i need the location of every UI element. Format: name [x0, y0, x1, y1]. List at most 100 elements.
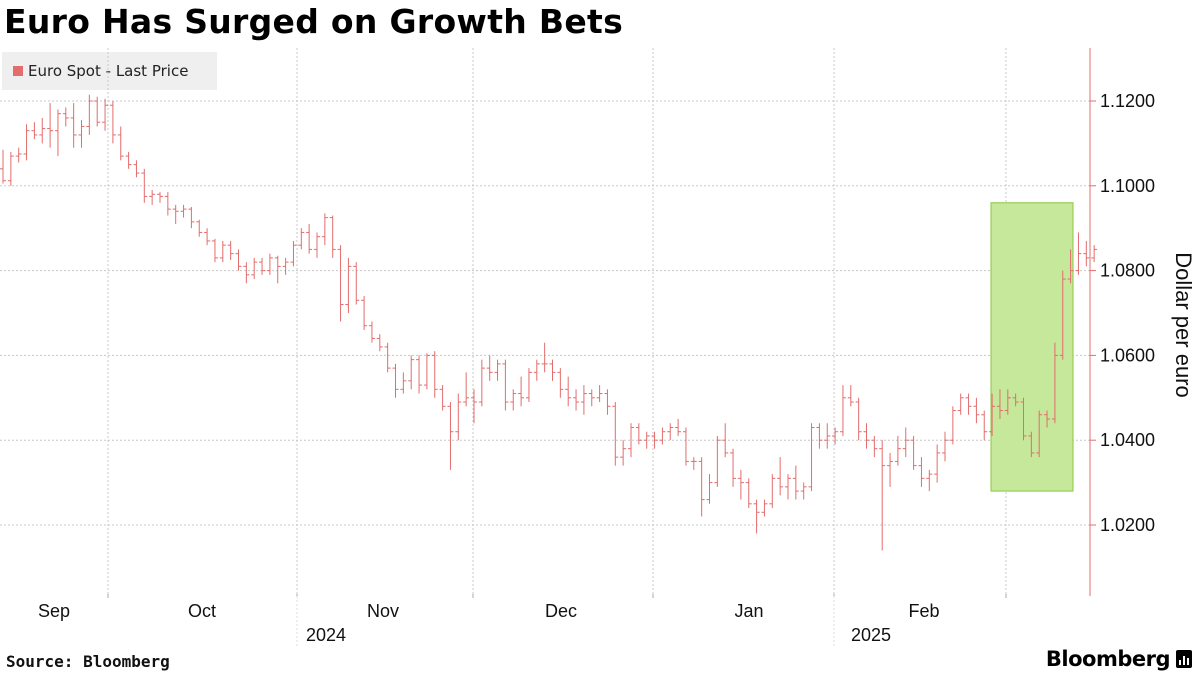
ohlc-bar	[180, 204, 187, 218]
ohlc-bar	[839, 385, 846, 436]
ohlc-bar	[219, 240, 226, 263]
ohlc-bar	[682, 427, 689, 466]
ohlc-bar	[188, 207, 195, 229]
ohlc-bar	[78, 120, 85, 148]
source-note: Source: Bloomberg	[6, 652, 170, 671]
ohlc-bar	[1083, 240, 1090, 267]
ohlc-bar	[1067, 249, 1074, 284]
ohlc-bar	[1020, 397, 1027, 441]
legend-swatch	[13, 66, 23, 76]
ohlc-bar	[408, 355, 415, 390]
y-tick-label: 1.0200	[1100, 515, 1155, 535]
ohlc-bar	[730, 448, 737, 487]
ohlc-bar	[934, 444, 941, 483]
ohlc-bar	[745, 478, 752, 509]
ohlc-bar	[1036, 410, 1043, 458]
ohlc-bar	[15, 147, 22, 163]
ohlc-bar	[125, 151, 132, 169]
ohlc-bar	[423, 353, 430, 390]
highlight-box	[990, 202, 1074, 492]
ohlc-bar	[47, 103, 54, 148]
ohlc-bar	[996, 389, 1003, 419]
ohlc-bar	[942, 431, 948, 462]
ohlc-bar	[714, 435, 721, 487]
y-tick-label: 1.1200	[1100, 91, 1155, 111]
ohlc-bar	[117, 126, 124, 161]
ohlc-bar	[447, 402, 454, 470]
ohlc-bar	[989, 393, 996, 436]
legend-label: Euro Spot - Last Price	[28, 62, 189, 80]
ohlc-bar	[321, 213, 328, 246]
ohlc-bar	[816, 423, 823, 449]
ohlc-bar	[902, 427, 909, 458]
ohlc-bar	[887, 452, 894, 487]
ohlc-bar	[620, 440, 627, 466]
ohlc-bar	[337, 245, 344, 322]
ohlc-bar	[690, 457, 697, 470]
ohlc-bar	[761, 499, 768, 517]
ohlc-bar	[722, 423, 729, 458]
y-tick-label: 1.0600	[1100, 345, 1155, 365]
ohlc-bar	[1051, 342, 1058, 424]
ohlc-bar	[149, 190, 156, 205]
ohlc-bar	[949, 406, 956, 445]
ohlc-bar	[266, 253, 273, 275]
ohlc-bar	[227, 240, 234, 260]
ohlc-bar	[86, 94, 93, 135]
ohlc-bar	[486, 355, 493, 381]
ohlc-bar	[416, 355, 423, 394]
ohlc-bar	[910, 435, 917, 470]
ohlc-bar	[533, 359, 540, 381]
ohlc-bar	[1091, 245, 1098, 263]
ohlc-bar	[973, 397, 980, 424]
ohlc-bar	[510, 389, 517, 411]
ohlc-bar	[290, 240, 297, 267]
ohlc-bar	[455, 393, 462, 441]
x-month-label: Jan	[734, 601, 763, 621]
ohlc-bar	[368, 321, 375, 343]
ohlc-bar	[1059, 270, 1066, 360]
ohlc-bar	[706, 474, 713, 504]
ohlc-bar	[580, 385, 587, 415]
ohlc-bar	[141, 168, 148, 203]
ohlc-bar	[667, 423, 674, 441]
ohlc-bar	[808, 423, 815, 492]
ohlc-bar	[463, 372, 470, 407]
ohlc-bar	[196, 219, 203, 237]
ohlc-bar	[832, 427, 839, 445]
ohlc-bar	[800, 482, 807, 500]
ohlc-bar	[439, 385, 446, 411]
ohlc-bar	[70, 103, 77, 148]
brand: Bloomberg	[1046, 647, 1192, 671]
ohlc-bar	[306, 223, 313, 254]
ohlc-bar	[502, 359, 509, 411]
brand-logo: Bloomberg	[1045, 647, 1171, 671]
x-month-label: Dec	[545, 601, 577, 621]
ohlc-bar	[518, 376, 525, 407]
ohlc-bar	[31, 122, 38, 140]
ohlc-bar	[7, 151, 14, 186]
ohlc-bar	[361, 296, 368, 330]
ohlc-bar	[557, 368, 564, 398]
ohlc-bar	[471, 389, 477, 424]
y-tick-label: 1.0800	[1100, 261, 1155, 281]
ohlc-bar	[282, 257, 289, 275]
ohlc-bar	[345, 257, 352, 313]
ohlc-bar	[62, 107, 69, 127]
ohlc-bar	[785, 474, 791, 500]
ohlc-bar	[384, 342, 391, 373]
ohlc-bar	[918, 457, 925, 487]
ohlc-bar	[251, 257, 258, 280]
ohlc-bar	[109, 101, 116, 144]
ohlc-bar	[431, 351, 438, 398]
ohlc-bar	[926, 469, 933, 492]
x-month-label: Oct	[188, 601, 216, 621]
ohlc-bar	[94, 96, 101, 127]
ohlc-bar	[494, 359, 501, 381]
ohlc-bar	[824, 423, 831, 449]
ohlc-bar	[863, 423, 870, 449]
ohlc-bar	[400, 372, 407, 394]
legend: Euro Spot - Last Price	[2, 52, 217, 90]
ohlc-bar	[211, 238, 218, 263]
